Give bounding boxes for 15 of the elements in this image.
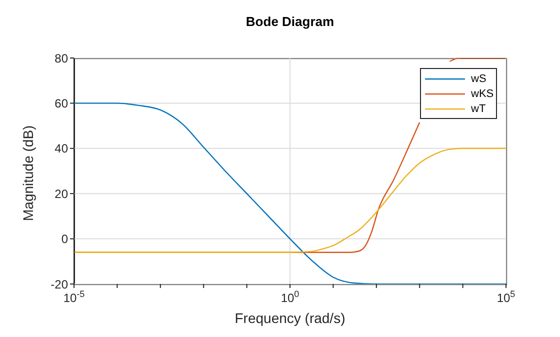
- y-tick-label: 80: [54, 51, 68, 66]
- legend-label: wS: [471, 72, 486, 84]
- chart-title: Bode Diagram: [244, 14, 336, 29]
- legend-label: wT: [471, 102, 486, 114]
- y-tick-label: 60: [54, 96, 68, 110]
- y-tick-label: 20: [54, 186, 68, 201]
- x-tick-label: 10$^{-5}$: [63, 289, 85, 305]
- y-tick-label: -20: [50, 277, 68, 292]
- y-axis-title: Magnitude (dB): [20, 125, 36, 221]
- x-axis-title: Frequency (rad/s): [234, 310, 346, 326]
- x-tick-label: 10$^{5}$: [496, 289, 516, 305]
- x-tick-label: 10$^{0}$: [280, 289, 300, 305]
- y-tick-label: 40: [54, 142, 68, 156]
- legend-label: wKS: [471, 88, 494, 100]
- y-tick-label: 0: [61, 232, 68, 246]
